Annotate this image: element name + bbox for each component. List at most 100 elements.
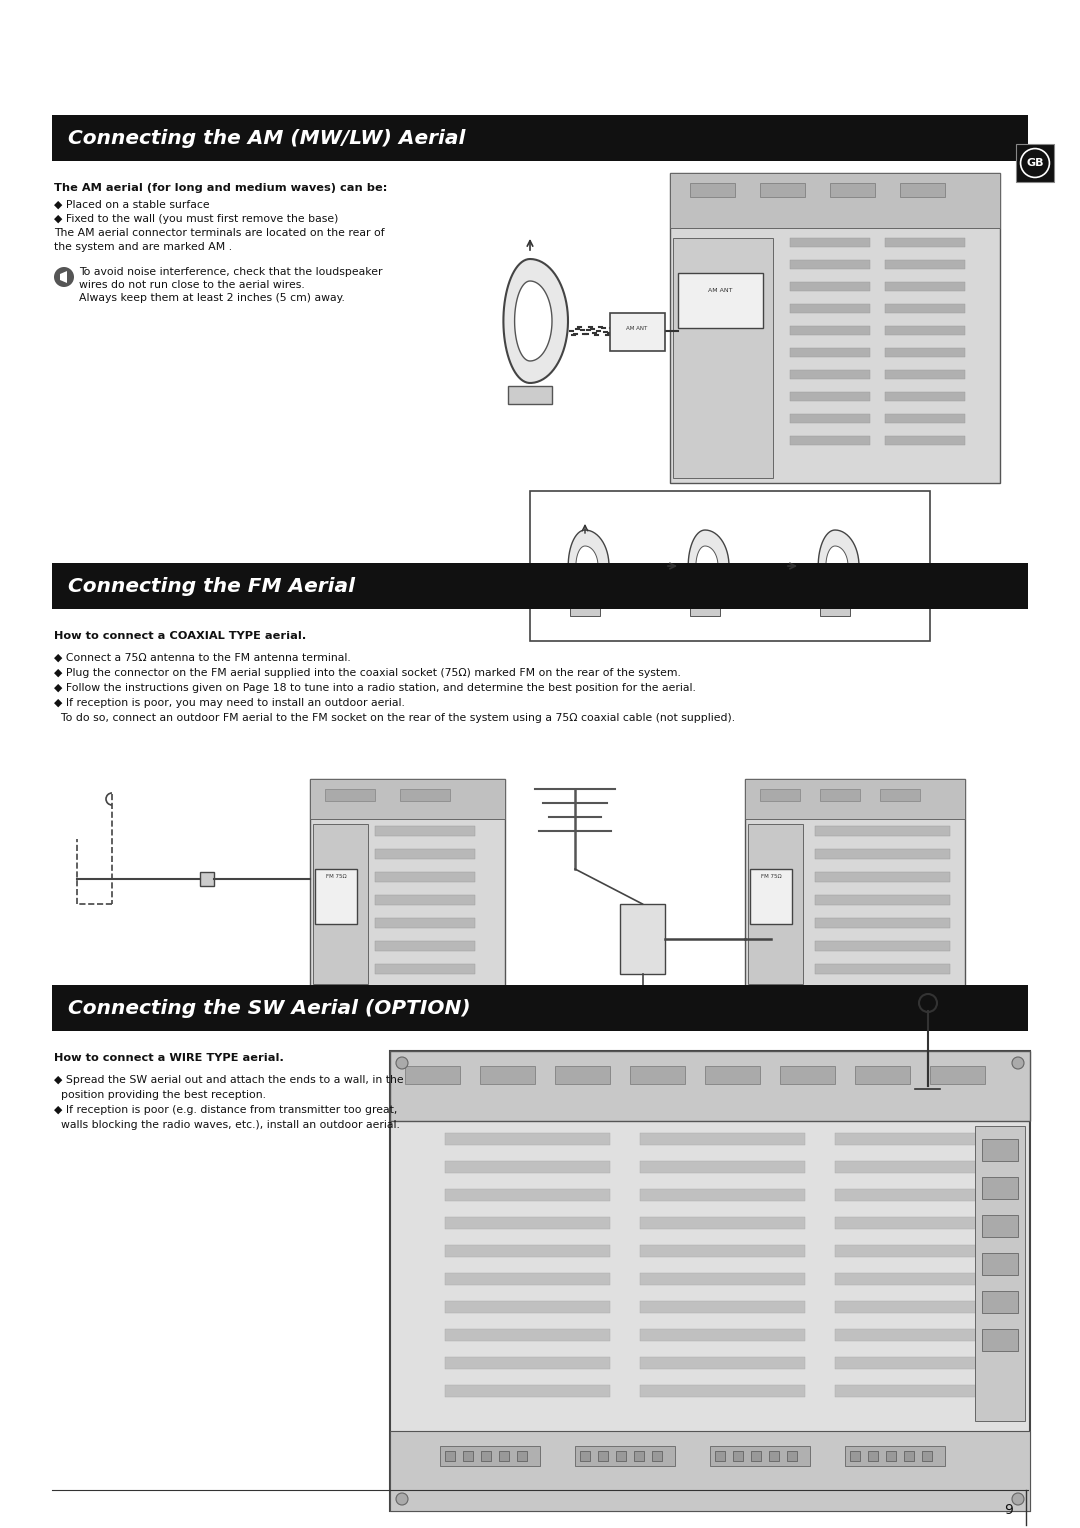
Bar [789, 414, 870, 423]
Bar [815, 941, 950, 950]
Bar [313, 824, 368, 984]
Bar [885, 348, 966, 358]
Bar [630, 1067, 685, 1083]
Polygon shape [826, 545, 848, 585]
Bar [375, 850, 475, 859]
Polygon shape [696, 545, 718, 585]
Bar [835, 1216, 1000, 1229]
Bar [885, 435, 966, 445]
Bar [789, 348, 870, 358]
Bar [463, 1452, 473, 1461]
Bar [445, 1384, 610, 1397]
Text: To do so, connect an outdoor FM aerial to the FM socket on the rear of the syste: To do so, connect an outdoor FM aerial t… [54, 714, 735, 723]
Bar [405, 1067, 460, 1083]
Bar [815, 918, 950, 927]
Text: walls blocking the radio waves, etc.), install an outdoor aerial.: walls blocking the radio waves, etc.), i… [54, 1120, 400, 1131]
Bar [375, 895, 475, 905]
Bar [982, 1253, 1018, 1274]
Bar [748, 824, 804, 984]
Bar [670, 173, 1000, 483]
Bar [640, 1132, 805, 1144]
Bar [640, 1245, 805, 1258]
Bar [480, 1067, 535, 1083]
Bar [445, 1273, 610, 1285]
Bar [982, 1177, 1018, 1199]
Bar [835, 1357, 1000, 1369]
Text: 9: 9 [1004, 1504, 1013, 1517]
Circle shape [396, 1493, 408, 1505]
Bar [640, 1216, 805, 1229]
Bar [375, 964, 475, 973]
Polygon shape [688, 530, 729, 602]
Bar [52, 115, 1028, 160]
Bar [310, 779, 505, 999]
Bar [880, 788, 920, 801]
Bar [815, 827, 950, 836]
Bar [673, 238, 773, 478]
Text: To avoid noise interference, check that the loudspeaker: To avoid noise interference, check that … [79, 267, 382, 277]
Bar [982, 1215, 1018, 1238]
Bar [835, 1329, 1000, 1342]
Text: FM 75Ω: FM 75Ω [760, 874, 781, 879]
Bar [375, 941, 475, 950]
Bar [789, 435, 870, 445]
Bar [440, 1445, 540, 1465]
Bar [620, 905, 665, 973]
Bar [789, 283, 870, 290]
Bar [835, 1273, 1000, 1285]
Circle shape [396, 1057, 408, 1070]
Bar [690, 183, 735, 197]
Circle shape [54, 267, 75, 287]
Text: GB: GB [1026, 157, 1043, 168]
Bar [815, 895, 950, 905]
Bar [325, 788, 375, 801]
Text: Connecting the FM Aerial: Connecting the FM Aerial [68, 576, 355, 596]
Bar [481, 1452, 491, 1461]
Bar [975, 1126, 1025, 1421]
Text: How to connect a COAXIAL TYPE aerial.: How to connect a COAXIAL TYPE aerial. [54, 631, 307, 642]
Bar [530, 490, 930, 642]
Bar [982, 1291, 1018, 1313]
Bar [52, 562, 1028, 610]
Bar [445, 1161, 610, 1174]
Bar [710, 1445, 810, 1465]
Text: AM ANT: AM ANT [626, 325, 648, 332]
Bar [835, 1189, 1000, 1201]
Bar [508, 387, 552, 403]
Text: How to connect a WIRE TYPE aerial.: How to connect a WIRE TYPE aerial. [54, 1053, 284, 1063]
Text: ◆ Spread the SW aerial out and attach the ends to a wall, in the: ◆ Spread the SW aerial out and attach th… [54, 1076, 404, 1085]
Bar [499, 1452, 509, 1461]
Text: 75Ω COAXIAL CABLE (not supplied): 75Ω COAXIAL CABLE (not supplied) [550, 1007, 733, 1018]
Bar [780, 1067, 835, 1083]
Bar [616, 1452, 626, 1461]
Bar [580, 1452, 590, 1461]
Text: ◆ If reception is poor (e.g. distance from transmitter too great,: ◆ If reception is poor (e.g. distance fr… [54, 1105, 397, 1115]
Bar [815, 850, 950, 859]
Bar [745, 779, 966, 819]
Bar [640, 1300, 805, 1313]
Bar [885, 393, 966, 400]
Bar [745, 779, 966, 999]
Bar [640, 1161, 805, 1174]
Bar [820, 604, 850, 616]
Text: Connecting the SW Aerial (OPTION): Connecting the SW Aerial (OPTION) [68, 998, 471, 1018]
Bar [690, 604, 720, 616]
Bar [517, 1452, 527, 1461]
Text: FM AERIAL (supplied): FM AERIAL (supplied) [67, 1007, 177, 1018]
Bar [787, 1452, 797, 1461]
Bar [1016, 144, 1054, 182]
Bar [570, 604, 600, 616]
Bar [678, 274, 762, 329]
Bar [375, 827, 475, 836]
Bar [634, 1452, 644, 1461]
Text: position providing the best reception.: position providing the best reception. [54, 1089, 266, 1100]
Bar [835, 1245, 1000, 1258]
Bar [885, 325, 966, 335]
Bar [445, 1216, 610, 1229]
Bar [715, 1452, 725, 1461]
Bar [445, 1300, 610, 1313]
Bar [705, 1067, 760, 1083]
Bar [310, 779, 505, 819]
Bar [375, 918, 475, 927]
Circle shape [1012, 1057, 1024, 1070]
